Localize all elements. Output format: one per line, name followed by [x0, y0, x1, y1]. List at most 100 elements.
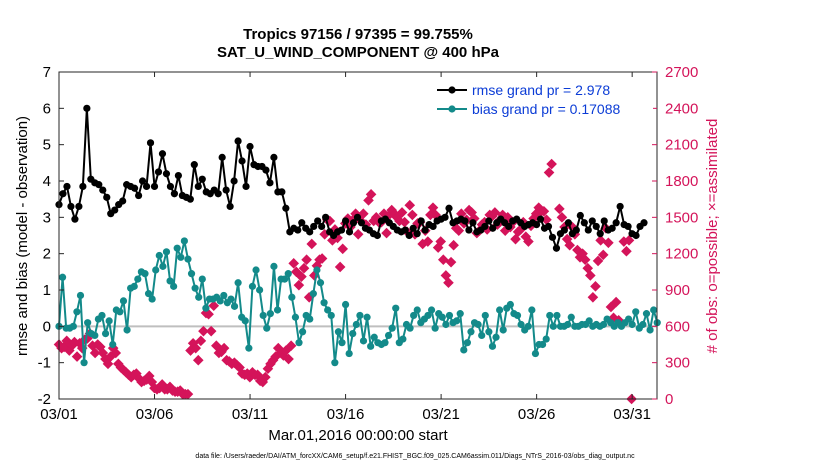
rmse-point: [560, 226, 569, 234]
bias-point: [463, 339, 471, 347]
bias-point: [384, 331, 393, 340]
bias-point: [309, 290, 317, 298]
rmse-point: [536, 215, 545, 223]
rmse-point: [337, 226, 346, 234]
bias-point: [424, 311, 432, 320]
obs-assimilated-point: [288, 258, 300, 269]
bias-point: [388, 324, 396, 332]
bias-point: [159, 262, 167, 270]
bias-point: [506, 300, 514, 309]
bias-point: [313, 266, 321, 274]
bias-point: [284, 270, 292, 278]
bias-point: [155, 251, 163, 260]
bias-point: [191, 284, 199, 292]
bias-point: [184, 255, 192, 263]
obs-assimilated-point: [443, 277, 454, 289]
y-tick-label: -2: [38, 391, 51, 408]
rmse-point: [588, 217, 596, 225]
rmse-point: [194, 182, 202, 191]
x-tick-label: 03/01: [40, 406, 78, 423]
bias-point: [180, 237, 188, 245]
bias-point: [295, 339, 303, 347]
bias-point: [320, 299, 328, 307]
bias-point: [144, 290, 153, 298]
y-tick-label: 6: [43, 100, 51, 117]
obs-assimilated-point: [579, 254, 591, 266]
x-tick-label: 03/16: [327, 406, 365, 423]
legend-box: [425, 78, 653, 118]
x-tick-label: 03/11: [232, 406, 268, 423]
legend-swatch-marker: [448, 86, 456, 94]
obs-assimilated-point: [523, 236, 534, 247]
bias-point: [646, 326, 654, 334]
bias-point: [453, 317, 461, 325]
y-tick-label: 2: [43, 246, 51, 263]
obs-assimilated-point: [435, 236, 447, 247]
bias-point: [73, 308, 81, 316]
obs-assimilated-point: [437, 254, 449, 266]
bias-point: [650, 306, 658, 314]
bias-point: [130, 282, 138, 290]
bias-point: [170, 282, 178, 290]
rmse-point: [59, 190, 67, 198]
bias-point: [485, 328, 493, 336]
bias-point: [234, 279, 242, 287]
rmse-point: [246, 142, 254, 151]
bias-point: [381, 339, 389, 347]
rmse-point: [238, 157, 246, 165]
bias-point: [567, 313, 575, 321]
bias-point: [331, 359, 339, 367]
y-tick-label: 5: [43, 137, 51, 154]
rmse-point: [310, 222, 318, 231]
obs-assimilated-point: [260, 371, 271, 383]
x-tick-label: 03/31: [613, 406, 651, 423]
bias-point: [481, 311, 489, 320]
rmse-point: [79, 182, 87, 191]
rmse-point: [461, 217, 469, 225]
obs-assimilated-point: [110, 347, 122, 359]
rmse-point: [222, 186, 230, 194]
bias-point: [352, 320, 360, 329]
rmse-point: [150, 182, 159, 191]
rmse-point: [544, 222, 553, 231]
x-tick-label: 03/21: [422, 406, 460, 423]
obs-assimilated-point: [296, 271, 307, 282]
bias-point: [367, 342, 375, 350]
obs-assimilated-point: [590, 281, 601, 292]
rmse-point: [357, 219, 366, 227]
rmse-point: [146, 139, 155, 147]
rmse-point: [505, 222, 513, 231]
legend-swatch-marker: [448, 105, 456, 113]
obs-assimilated-point: [352, 228, 364, 240]
rmse-point: [142, 182, 151, 191]
bias-point: [427, 306, 436, 314]
bias-point: [177, 253, 185, 261]
bias-point: [410, 311, 418, 320]
bias-point: [467, 328, 475, 336]
bias-point: [442, 320, 450, 329]
obs-assimilated-point: [592, 255, 604, 267]
rmse-point: [401, 226, 409, 234]
bias-point: [542, 335, 550, 343]
bias-point: [392, 304, 400, 312]
obs-assimilated-point: [621, 245, 632, 257]
bias-point: [141, 270, 149, 278]
y-right-tick-label: 900: [665, 282, 690, 299]
bias-point: [152, 266, 160, 274]
rmse-point: [481, 222, 489, 231]
rmse-point: [294, 226, 302, 234]
bias-point: [524, 322, 532, 330]
rmse-point: [548, 233, 557, 241]
bias-point: [281, 275, 289, 283]
obs-assimilated-point: [587, 291, 599, 303]
legend-entry-label: rmse grand pr = 2.978: [472, 82, 610, 98]
bias-point: [363, 313, 371, 321]
obs-assimilated-point: [337, 243, 349, 255]
obs-assimilated-point: [556, 212, 568, 223]
rmse-point: [584, 226, 592, 234]
bias-point: [216, 297, 224, 305]
obs-assimilated-point: [554, 203, 565, 215]
rmse-point: [95, 181, 103, 189]
y-right-tick-label: 2700: [665, 64, 698, 81]
obs-assimilated-point: [597, 249, 609, 261]
